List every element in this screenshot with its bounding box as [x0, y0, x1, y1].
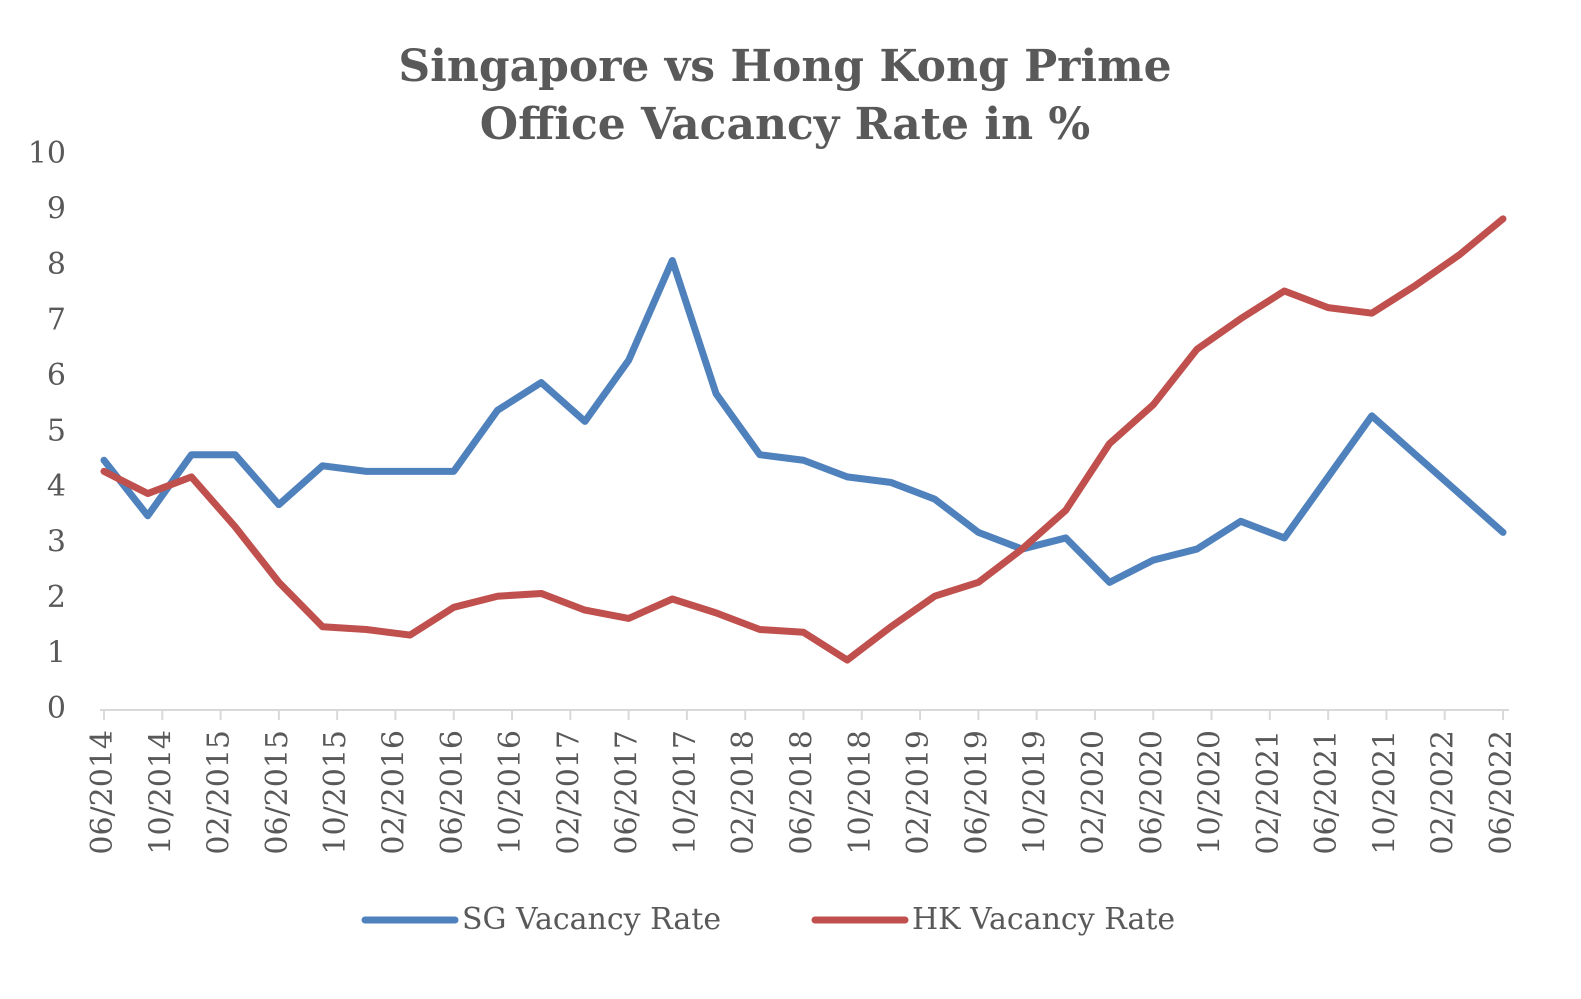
x-tick-label: 10/2018 [843, 730, 878, 855]
y-tick-label: 6 [47, 358, 66, 393]
x-tick-label: 10/2019 [1018, 730, 1053, 855]
x-tick-label: 02/2021 [1251, 730, 1286, 855]
y-tick-label: 10 [28, 136, 66, 171]
series-line [100, 215, 1507, 664]
x-tick-label: 06/2022 [1484, 730, 1519, 855]
x-tick-label: 06/2019 [959, 730, 994, 855]
y-tick-label: 7 [47, 303, 66, 338]
x-tick-label: 06/2021 [1309, 730, 1344, 855]
x-tick-label: 02/2016 [376, 730, 411, 855]
x-tick-label: 02/2017 [551, 730, 586, 855]
x-tick-label: 10/2017 [668, 730, 703, 855]
y-tick-label: 0 [47, 691, 66, 726]
y-tick-label: 3 [47, 525, 66, 560]
x-tick-label: 10/2014 [143, 730, 178, 855]
y-tick-label: 5 [47, 414, 66, 449]
x-tick-label: 06/2017 [610, 730, 645, 855]
chart-title: Singapore vs Hong Kong Prime Office Vaca… [398, 41, 1172, 150]
x-tick-label: 06/2014 [85, 730, 120, 855]
x-tick-label: 02/2022 [1426, 730, 1461, 855]
x-tick-label: 02/2018 [726, 730, 761, 855]
x-tick-label: 10/2020 [1193, 730, 1228, 855]
series-line [100, 256, 1507, 586]
x-tick-label: 06/2016 [435, 730, 470, 855]
y-tick-label: 2 [47, 580, 66, 615]
x-tick-label: 10/2021 [1367, 730, 1402, 855]
x-tick-label: 06/2020 [1134, 730, 1169, 855]
y-tick-label: 4 [47, 469, 66, 504]
y-tick-label: 8 [47, 247, 66, 282]
x-tick-label: 10/2016 [493, 730, 528, 855]
x-tick-label: 10/2015 [318, 730, 353, 855]
y-tick-label: 9 [47, 192, 66, 227]
x-tick-label: 02/2019 [901, 730, 936, 855]
legend-label: HK Vacancy Rate [912, 902, 1175, 937]
legend-label: SG Vacancy Rate [462, 902, 721, 937]
x-tick-label: 06/2018 [785, 730, 820, 855]
x-tick-label: 06/2015 [260, 730, 295, 855]
y-tick-label: 1 [47, 636, 66, 671]
x-tick-label: 02/2020 [1076, 730, 1111, 855]
x-tick-label: 02/2015 [202, 730, 237, 855]
